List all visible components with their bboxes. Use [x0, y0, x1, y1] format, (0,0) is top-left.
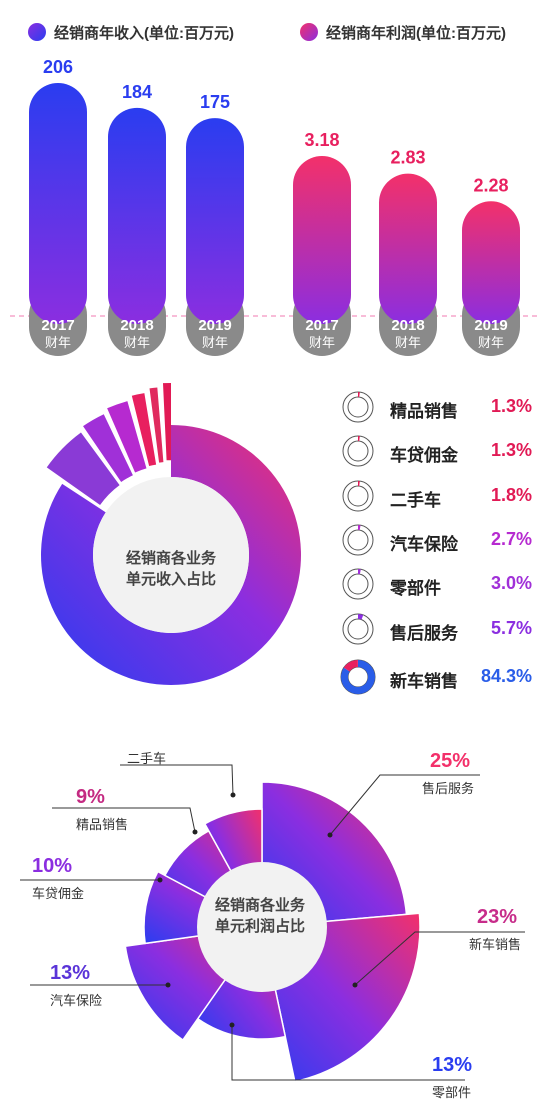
profit-value-label-2018: 2.83: [390, 148, 425, 168]
profit-value-label-2019: 2.28: [473, 175, 508, 195]
revenue-fiscal-label-2018: 财年: [124, 335, 150, 350]
leader-aftersales: [329, 774, 480, 836]
profit-year-label-2018: 2018: [391, 317, 424, 334]
legend-ring-icon: [342, 480, 374, 512]
legend-row-车贷佣金: 车贷佣金 1.3%: [338, 431, 538, 471]
profit-year-label-2019: 2019: [474, 317, 507, 334]
revenue-bar-2018: [108, 107, 166, 325]
leader-dot: [327, 832, 333, 838]
leader-usedcar: [120, 764, 234, 796]
revenue-year-label-2017: 2017: [41, 317, 74, 334]
callout-name-parts: 零部件: [432, 1085, 472, 1100]
revenue-year-label-2019: 2019: [198, 317, 231, 334]
leader-dot: [230, 792, 236, 798]
profit-fiscal-label-2017: 财年: [309, 335, 335, 350]
callout-name-usedcar: 二手车: [127, 751, 167, 766]
leader-newcar: [354, 931, 525, 986]
callout-pct-accessories: 9%: [76, 786, 105, 808]
legend-ring-icon: [342, 568, 374, 600]
legend-label: 车贷佣金: [390, 446, 458, 465]
legend-label: 精品销售: [390, 402, 458, 421]
leader-dot: [352, 982, 358, 988]
callout-name-aftersales: 售后服务: [422, 781, 475, 796]
profit-legend-dot: [300, 23, 318, 41]
legend-value: 1.3%: [490, 396, 532, 416]
profit-share-polar-chart: [20, 764, 525, 1083]
leader-accessories: [52, 807, 196, 833]
donut-slice-汽车保险: [107, 401, 147, 473]
leader-dot: [165, 982, 171, 988]
revenue-bar-2019: [186, 118, 244, 324]
legend-value: 2.7%: [490, 529, 532, 549]
revenue-center-line1: 经销商各业务: [125, 550, 216, 567]
donut-slice-车贷佣金: [149, 387, 164, 463]
revenue-bar-2017: [29, 83, 87, 324]
revenue-year-label-2018: 2018: [120, 317, 153, 334]
revenue-value-label-2018: 184: [122, 82, 152, 102]
profit-value-label-2017: 3.18: [304, 130, 339, 150]
callout-pct-newcar: 23%: [477, 906, 518, 928]
legend-value: 5.7%: [490, 618, 532, 638]
legend-ring-icon: [342, 435, 374, 467]
legend-ring-icon: [340, 659, 376, 695]
revenue-fiscal-label-2019: 财年: [202, 335, 228, 350]
legend-value: 1.3%: [490, 440, 532, 460]
callout-name-accessories: 精品销售: [76, 817, 129, 832]
profit-center-line2: 单元利润占比: [214, 918, 305, 935]
revenue-chart-title: 经销商年收入(单位:百万元): [54, 25, 234, 42]
legend-value: 1.8%: [490, 485, 532, 505]
legend-row-汽车保险: 汽车保险 2.7%: [338, 520, 538, 560]
profit-chart-title: 经销商年利润(单位:百万元): [326, 25, 506, 42]
revenue-value-label-2017: 206: [43, 57, 73, 77]
profit-center-line1: 经销商各业务: [214, 897, 305, 914]
callout-pct-aftersales: 25%: [430, 750, 471, 772]
legend-ring-icon: [342, 613, 374, 645]
legend-row-新车销售: 新车销售 84.3%: [338, 657, 538, 697]
profit-bar-2019: [462, 201, 520, 324]
leader-dot: [229, 1022, 235, 1028]
callout-name-newcar: 新车销售: [469, 937, 522, 952]
legend-row-精品销售: 精品销售 1.3%: [338, 387, 538, 427]
callout-pct-parts: 13%: [432, 1054, 473, 1076]
polar-center-disc: [197, 862, 327, 992]
legend-row-售后服务: 售后服务 5.7%: [338, 609, 538, 649]
legend-ring-icon: [342, 524, 374, 556]
legend-value: 3.0%: [490, 573, 532, 593]
leader-dot: [192, 829, 198, 835]
revenue-legend-dot: [28, 23, 46, 41]
leader-dot: [157, 877, 163, 883]
callout-pct-carloan: 10%: [32, 855, 73, 877]
donut-slice-零部件: [83, 414, 133, 482]
legend-label: 二手车: [390, 491, 441, 510]
donut-slice-新车销售: [41, 425, 302, 685]
revenue-fiscal-label-2017: 财年: [45, 335, 71, 350]
revenue-share-donut: [41, 383, 302, 685]
profit-center-label: 经销商各业务 单元利润占比: [200, 895, 320, 937]
legend-ring-icon: [342, 391, 374, 423]
legend-row-零部件: 零部件 3.0%: [338, 564, 538, 604]
legend-label: 汽车保险: [390, 535, 458, 554]
profit-year-label-2017: 2017: [305, 317, 338, 334]
legend-label: 零部件: [390, 579, 441, 598]
legend-label: 售后服务: [390, 624, 458, 643]
donut-slice-售后服务: [46, 432, 120, 505]
legend-value: 84.3%: [480, 666, 532, 686]
profit-bar-2018: [379, 173, 437, 324]
leader-parts: [231, 1025, 465, 1081]
donut-slice-精品销售: [162, 383, 171, 461]
legend-row-二手车: 二手车 1.8%: [338, 476, 538, 516]
bar-charts: 2062017财年1842018财年1752019财年3.182017财年2.8…: [10, 57, 540, 356]
callout-name-insurance: 汽车保险: [50, 993, 103, 1008]
revenue-center-line2: 单元收入占比: [125, 571, 216, 588]
donut-center-disc: [93, 477, 249, 633]
revenue-value-label-2019: 175: [200, 92, 230, 112]
profit-fiscal-label-2019: 财年: [478, 335, 504, 350]
callout-name-carloan: 车贷佣金: [32, 886, 85, 901]
callout-pct-insurance: 13%: [50, 962, 91, 984]
profit-bar-2017: [293, 156, 351, 324]
donut-slice-二手车: [131, 393, 157, 467]
legend-label: 新车销售: [390, 672, 458, 691]
profit-fiscal-label-2018: 财年: [395, 335, 421, 350]
revenue-donut-center-label: 经销商各业务 单元收入占比: [111, 548, 231, 590]
